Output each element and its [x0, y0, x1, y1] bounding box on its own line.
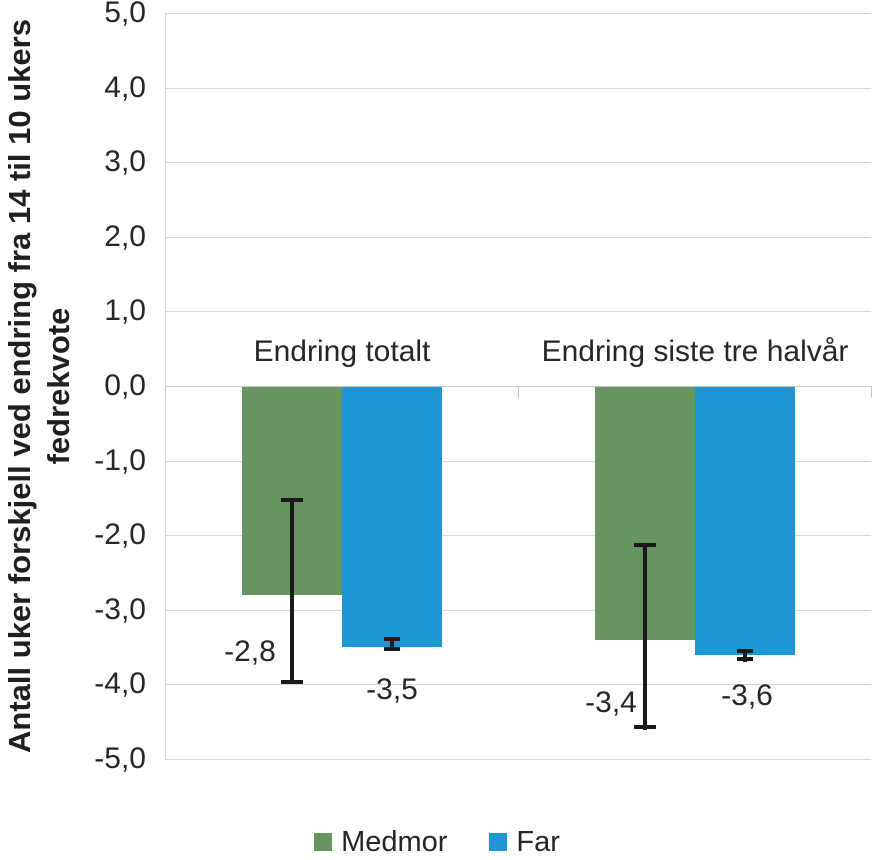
error-bar-cap-bottom — [281, 680, 303, 684]
error-bar-stem — [743, 649, 747, 662]
gridline — [165, 759, 871, 760]
y-tick-label: -2,0 — [94, 518, 146, 551]
y-tick-label: 3,0 — [104, 145, 146, 178]
gridline — [165, 461, 871, 462]
far-swatch-icon — [489, 833, 508, 851]
value-label: -3,4 — [585, 686, 637, 719]
bar-far-0 — [342, 387, 442, 647]
error-bar-stem — [290, 498, 294, 684]
error-bar-cap-top — [634, 543, 656, 547]
error-bar-cap-top — [384, 637, 400, 641]
gridline — [165, 610, 871, 611]
gridline — [165, 13, 871, 14]
legend-label-far: Far — [516, 826, 560, 858]
error-bar-cap-top — [281, 498, 303, 502]
y-axis-title-line-1: Antall uker forskjell ved endring fra 14… — [2, 19, 37, 753]
gridline — [165, 88, 871, 89]
value-label: -3,6 — [721, 679, 773, 712]
y-tick-label: -4,0 — [94, 667, 146, 700]
gridline — [165, 162, 871, 163]
gridline — [165, 311, 871, 312]
y-tick-label: -3,0 — [94, 593, 146, 626]
error-bar-cap-bottom — [737, 657, 753, 661]
error-bar-cap-top — [737, 649, 753, 653]
y-tick-label: 1,0 — [104, 294, 146, 327]
y-tick-label: 2,0 — [104, 220, 146, 253]
error-bar-cap-bottom — [384, 647, 400, 651]
error-bar-stem — [390, 637, 394, 651]
legend-label-medmor: Medmor — [341, 826, 448, 858]
y-tick-label: -5,0 — [94, 742, 146, 775]
gridline — [165, 535, 871, 536]
y-tick-label: 4,0 — [104, 71, 146, 104]
y-tick-label: 0,0 — [104, 369, 146, 402]
gridline — [165, 237, 871, 238]
value-label: -3,5 — [366, 673, 418, 706]
medmor-swatch-icon — [314, 833, 333, 851]
legend-item-far: Far — [489, 826, 560, 858]
x-axis-tick — [518, 386, 519, 398]
x-axis-tick — [871, 386, 872, 398]
value-label: -2,8 — [224, 635, 276, 668]
legend-item-medmor: Medmor — [314, 826, 447, 858]
legend: Medmor Far — [0, 821, 874, 860]
bar-far-1 — [695, 387, 795, 655]
y-tick-label: 5,0 — [104, 0, 146, 29]
error-bar-stem — [643, 543, 647, 730]
error-bar-cap-bottom — [634, 725, 656, 729]
x-axis-tick — [165, 386, 166, 398]
category-label: Endring siste tre halvår — [541, 335, 849, 368]
gridline — [165, 684, 871, 685]
category-label: Endring totalt — [253, 335, 431, 368]
y-tick-label: -1,0 — [94, 444, 146, 477]
